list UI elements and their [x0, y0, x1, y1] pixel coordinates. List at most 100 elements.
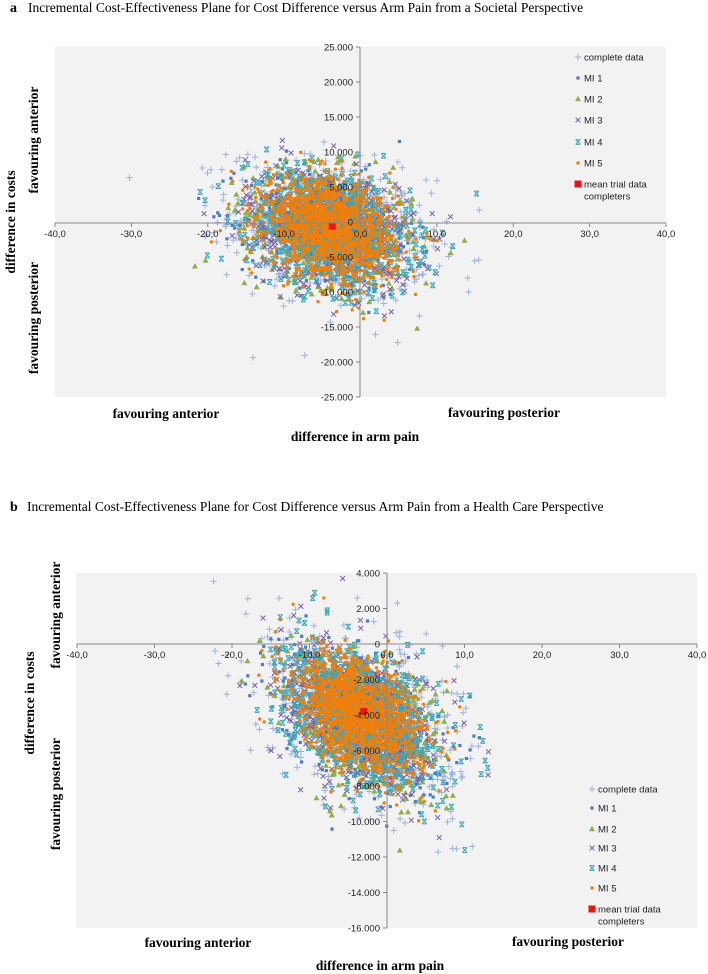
data-point	[397, 139, 401, 144]
data-point	[287, 175, 291, 179]
data-point	[337, 225, 342, 230]
data-point	[387, 214, 391, 219]
data-point	[297, 250, 303, 256]
data-point	[300, 193, 305, 198]
data-point	[270, 227, 276, 234]
panel-a-x-left-label: favouring anterior	[113, 406, 220, 421]
data-point	[346, 266, 352, 272]
data-point	[328, 286, 335, 293]
data-point	[383, 252, 388, 256]
data-point	[378, 237, 383, 242]
data-point	[421, 250, 425, 254]
data-point	[370, 215, 377, 222]
data-point	[330, 143, 337, 149]
data-point	[209, 183, 216, 191]
data-point	[396, 194, 400, 198]
data-point	[297, 208, 302, 212]
data-point	[309, 200, 314, 204]
legend-label: MI 5	[584, 159, 602, 170]
data-point	[255, 230, 259, 234]
data-point	[241, 279, 248, 286]
data-point	[294, 160, 301, 167]
data-point	[263, 146, 270, 153]
data-point	[253, 179, 260, 186]
data-point	[288, 251, 293, 256]
data-point	[282, 241, 286, 245]
data-point	[307, 165, 312, 170]
data-point	[288, 254, 295, 260]
data-point	[269, 218, 275, 225]
data-point	[419, 246, 426, 252]
data-point	[367, 213, 371, 217]
data-point	[354, 259, 359, 263]
data-point	[390, 275, 394, 280]
data-point	[329, 231, 334, 235]
data-point	[271, 199, 276, 204]
data-point	[365, 181, 371, 188]
data-point	[324, 258, 331, 265]
data-point	[372, 205, 378, 212]
data-point	[387, 205, 392, 209]
data-point	[310, 176, 314, 180]
data-point	[362, 265, 369, 272]
data-point	[289, 214, 295, 221]
data-point	[382, 296, 386, 300]
data-point	[394, 239, 398, 244]
data-point	[300, 172, 304, 177]
data-point	[356, 265, 362, 272]
data-point	[326, 243, 332, 250]
data-point	[326, 182, 333, 189]
data-point	[413, 292, 418, 297]
data-point	[341, 257, 348, 264]
data-point	[350, 271, 355, 275]
data-point	[407, 212, 414, 218]
data-point	[280, 200, 285, 205]
data-point	[371, 196, 375, 200]
data-point	[378, 228, 382, 232]
series-mi-5	[209, 150, 439, 322]
data-point	[285, 246, 292, 253]
data-point	[413, 276, 420, 283]
data-point	[330, 295, 336, 302]
data-point	[393, 277, 400, 284]
data-point	[218, 255, 225, 262]
data-point	[275, 249, 279, 253]
data-point	[346, 189, 353, 196]
data-point	[256, 187, 260, 191]
data-point	[254, 275, 258, 279]
data-point	[297, 278, 303, 284]
data-point	[312, 241, 316, 245]
data-point	[291, 241, 296, 245]
data-point	[268, 250, 273, 255]
data-point	[396, 274, 402, 280]
data-point	[257, 262, 263, 269]
data-point	[367, 286, 371, 290]
data-point	[240, 267, 244, 272]
data-point	[269, 214, 274, 218]
data-point	[294, 187, 298, 191]
data-point	[305, 260, 311, 267]
data-point	[303, 178, 308, 182]
data-point	[263, 197, 268, 201]
data-point	[229, 169, 233, 173]
data-point	[268, 167, 272, 171]
data-point	[271, 188, 275, 193]
data-point	[447, 249, 454, 256]
data-point	[412, 275, 416, 279]
data-point	[292, 207, 296, 212]
data-point	[436, 262, 443, 270]
data-point	[309, 155, 315, 161]
data-point	[387, 189, 394, 195]
data-point	[348, 173, 354, 180]
data-point	[305, 287, 311, 294]
data-point	[223, 271, 230, 278]
data-point	[346, 262, 350, 266]
data-point	[253, 185, 257, 189]
data-point	[365, 289, 372, 296]
data-point	[280, 302, 287, 310]
data-point	[254, 233, 260, 240]
data-point	[326, 231, 331, 235]
data-point	[376, 259, 380, 263]
data-point	[314, 273, 318, 277]
x-tick-label: 40,0	[657, 229, 676, 240]
